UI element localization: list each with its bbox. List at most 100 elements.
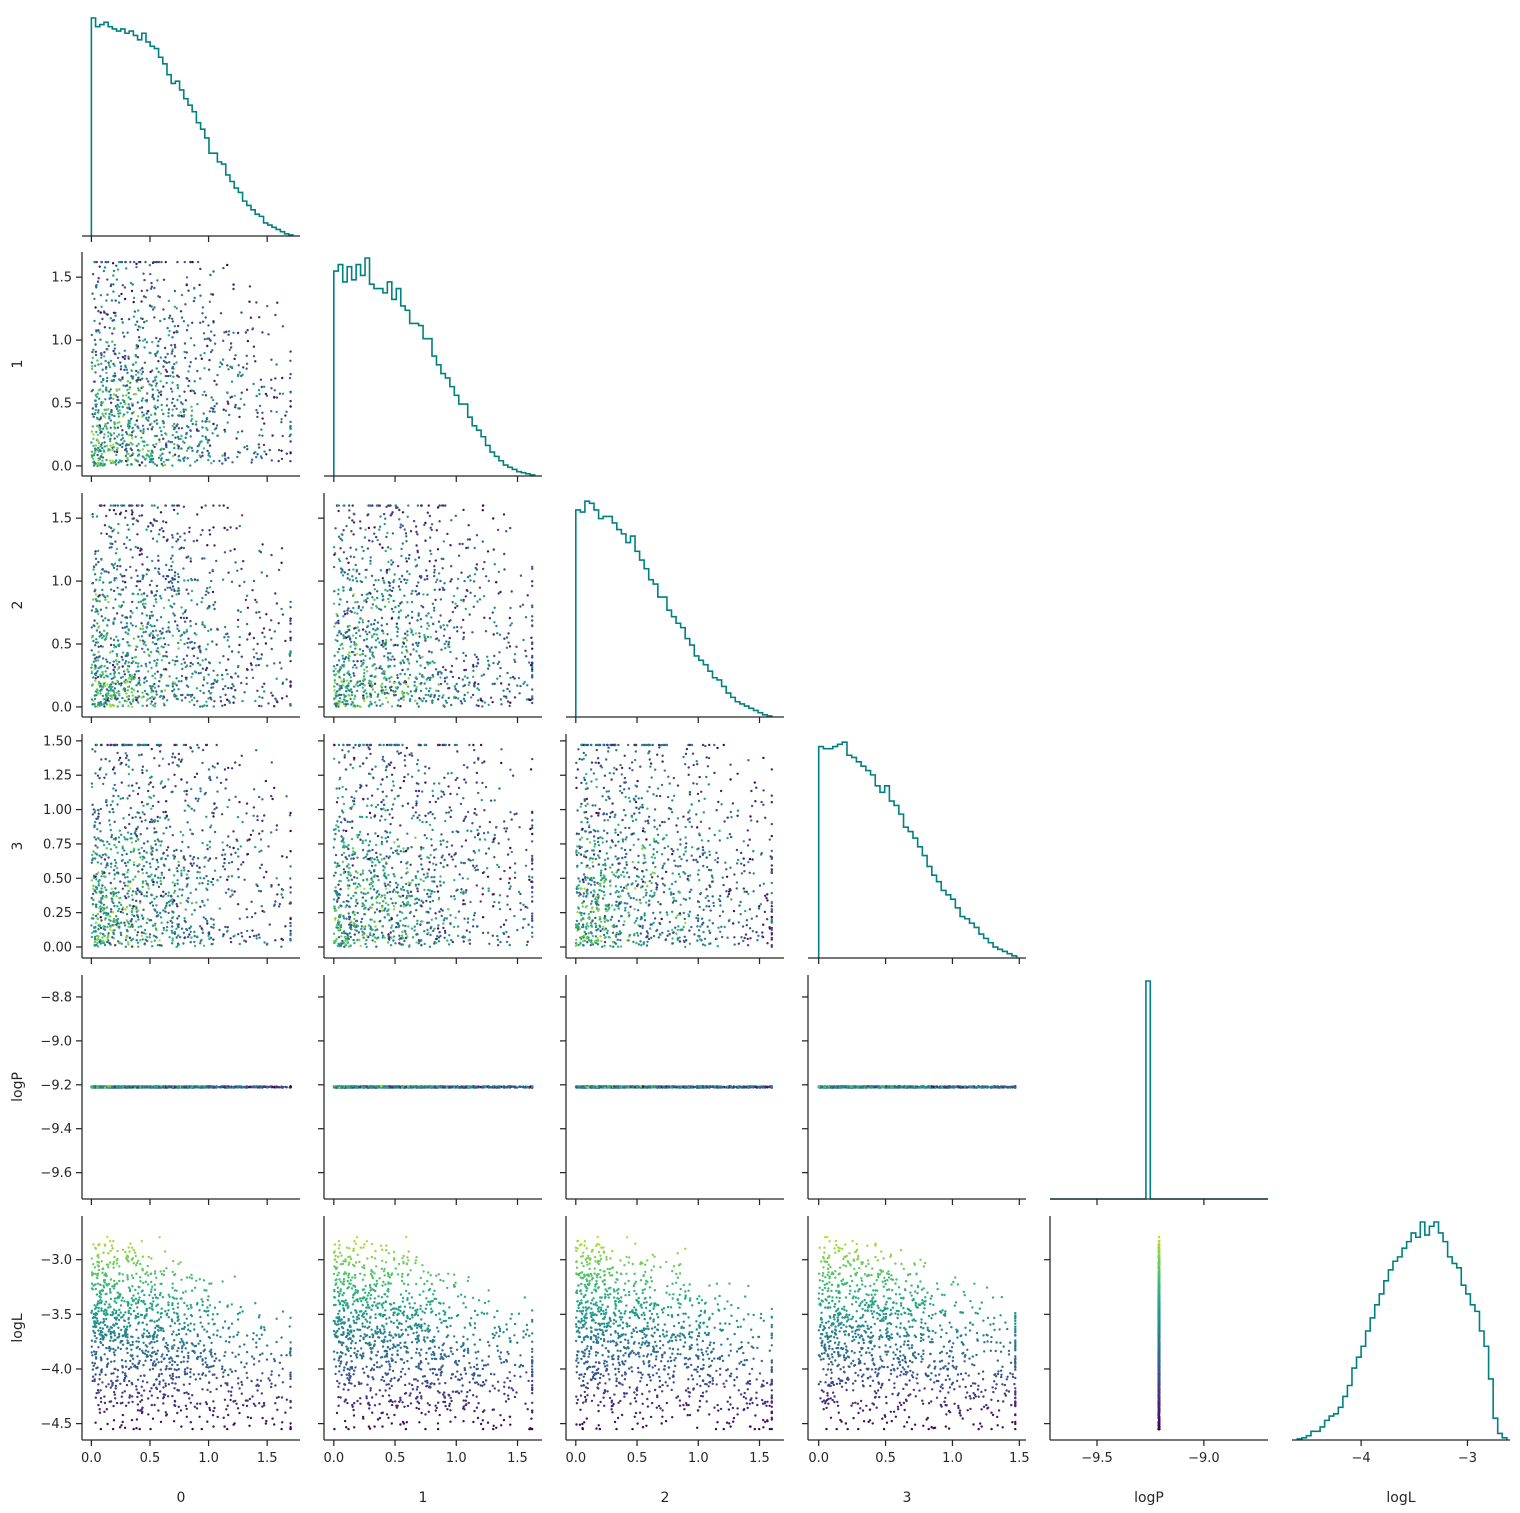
scatter-point xyxy=(500,682,503,685)
scatter-point xyxy=(151,614,154,617)
scatter-point xyxy=(359,838,362,841)
scatter-point xyxy=(402,642,406,645)
scatter-point xyxy=(112,794,115,798)
scatter-point xyxy=(99,608,103,611)
scatter-point xyxy=(278,902,282,906)
scatter-point xyxy=(160,659,164,662)
scatter-point xyxy=(201,623,204,626)
scatter-point xyxy=(92,598,95,601)
scatter-point xyxy=(169,580,172,583)
scatter-point xyxy=(258,704,261,708)
scatter-point xyxy=(213,700,216,703)
scatter-point xyxy=(348,509,351,512)
scatter-point xyxy=(153,624,156,628)
scatter-point xyxy=(156,279,159,282)
scatter-point xyxy=(112,589,116,593)
scatter-point xyxy=(361,686,364,689)
scatter-point xyxy=(117,260,121,264)
scatter-point xyxy=(136,415,140,418)
scatter-point xyxy=(116,403,119,407)
scatter-point xyxy=(103,684,107,688)
scatter-point xyxy=(399,683,402,686)
scatter-point xyxy=(172,375,175,378)
scatter-point xyxy=(260,863,263,866)
scatter-point xyxy=(189,620,192,623)
scatter-point xyxy=(338,559,342,563)
scatter-point xyxy=(126,930,129,933)
scatter-point xyxy=(399,526,402,529)
scatter-point xyxy=(151,846,154,850)
scatter-point xyxy=(105,299,108,302)
scatter-point xyxy=(229,526,232,529)
scatter-point xyxy=(353,653,356,657)
scatter-point xyxy=(186,457,189,460)
scatter-point xyxy=(127,355,130,358)
scatter-point xyxy=(183,413,186,417)
scatter-point xyxy=(129,609,132,613)
scatter-point xyxy=(341,700,344,704)
scatter-point xyxy=(506,700,510,703)
scatter-point xyxy=(364,892,367,896)
scatter-point xyxy=(414,525,418,528)
scatter-point xyxy=(385,691,389,695)
scatter-point xyxy=(160,840,163,843)
scatter-point xyxy=(99,645,103,648)
scatter-point xyxy=(346,577,349,580)
scatter-point xyxy=(227,571,230,574)
scatter-point xyxy=(95,656,98,659)
scatter-point xyxy=(121,858,125,862)
scatter-point xyxy=(184,436,187,439)
scatter-point xyxy=(212,705,215,708)
scatter-point xyxy=(526,684,529,687)
scatter-point xyxy=(95,430,98,434)
scatter-point xyxy=(463,684,467,687)
scatter-point xyxy=(476,687,479,690)
scatter-point xyxy=(107,600,110,604)
scatter-point xyxy=(457,554,461,557)
scatter-point xyxy=(133,260,136,264)
scatter-point xyxy=(156,399,159,402)
scatter-point xyxy=(219,695,222,699)
scatter-point xyxy=(450,703,453,707)
scatter-point xyxy=(91,903,95,906)
scatter-point xyxy=(93,380,96,383)
scatter-point xyxy=(196,870,199,874)
scatter-point xyxy=(131,517,134,520)
scatter-point xyxy=(413,902,416,905)
scatter-point xyxy=(351,666,355,669)
scatter-point xyxy=(170,568,173,572)
scatter-point xyxy=(113,920,116,923)
scatter-point xyxy=(109,504,113,507)
scatter-point xyxy=(127,704,130,708)
scatter-point xyxy=(416,549,419,552)
scatter-point xyxy=(116,663,119,666)
scatter-point xyxy=(93,694,97,697)
scatter-point xyxy=(108,365,112,369)
scatter-point xyxy=(155,664,158,667)
scatter-point xyxy=(96,861,100,864)
scatter-point xyxy=(107,689,110,692)
scatter-point xyxy=(211,640,214,643)
scatter-point xyxy=(158,572,161,576)
scatter-point xyxy=(513,653,517,656)
scatter-point xyxy=(125,368,129,371)
scatter-point xyxy=(369,556,372,559)
scatter-point xyxy=(531,565,534,569)
scatter-point xyxy=(248,285,252,288)
scatter-point xyxy=(122,384,125,387)
scatter-point xyxy=(98,388,102,391)
scatter-point xyxy=(132,861,136,864)
scatter-point xyxy=(158,652,161,656)
scatter-point xyxy=(142,602,145,605)
scatter-point xyxy=(113,858,117,862)
scatter-point xyxy=(131,523,135,526)
scatter-point xyxy=(346,671,349,675)
scatter-point xyxy=(404,637,407,640)
scatter-point xyxy=(484,630,488,633)
scatter-point xyxy=(139,939,142,942)
scatter-point xyxy=(141,367,144,370)
scatter-point xyxy=(136,915,140,919)
scatter-point xyxy=(261,434,264,437)
scatter-point xyxy=(176,398,179,402)
scatter-point xyxy=(421,674,424,677)
